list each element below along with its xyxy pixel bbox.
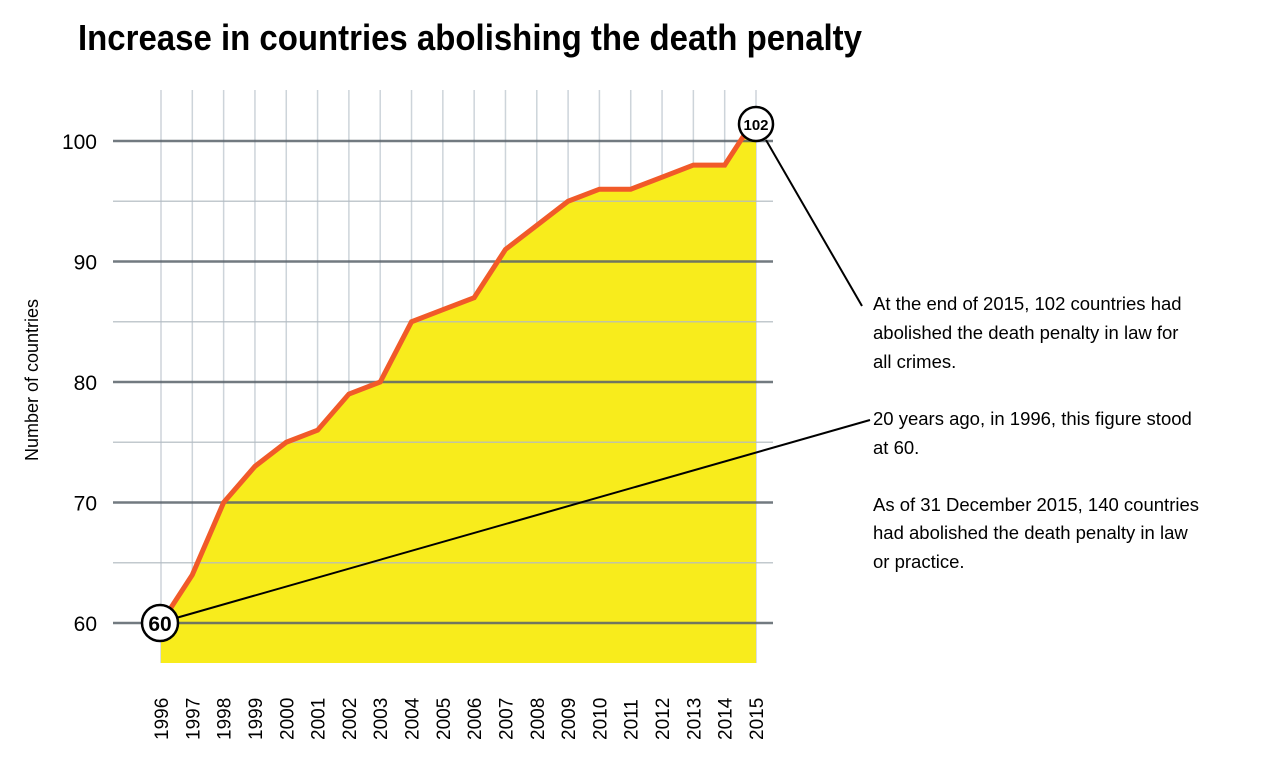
y-axis-label: Number of countries xyxy=(22,299,42,461)
chart-title: Increase in countries abolishing the dea… xyxy=(78,17,862,58)
annotation-extra: As of 31 December 2015, 140 countries ha… xyxy=(873,494,1199,572)
x-tick-label: 2003 xyxy=(371,698,392,740)
y-tick-label: 70 xyxy=(74,493,97,516)
x-tick-label: 2013 xyxy=(684,698,705,740)
end-marker: 102 xyxy=(737,105,775,143)
annotation-line: abolished the death penalty in law for xyxy=(873,322,1178,343)
annotation-leader-start xyxy=(175,419,871,619)
x-tick-label: 1998 xyxy=(215,698,236,740)
x-tick-label: 2014 xyxy=(716,697,737,740)
series-line xyxy=(158,115,759,625)
annotation-leader-end xyxy=(765,139,863,307)
annotation-line: or practice. xyxy=(873,551,965,572)
start-marker-label: 60 xyxy=(148,613,171,636)
annotation-line: 20 years ago, in 1996, this figure stood xyxy=(873,408,1192,429)
end-marker-label: 102 xyxy=(743,117,768,134)
y-tick-label: 60 xyxy=(74,613,97,636)
annotation-line: at 60. xyxy=(873,437,919,458)
x-tick-label: 2000 xyxy=(277,698,298,740)
x-tick-label: 1997 xyxy=(183,698,204,740)
x-tick-label: 1996 xyxy=(152,698,173,740)
annotation-end: At the end of 2015, 102 countries had ab… xyxy=(873,293,1182,372)
y-tick-label: 100 xyxy=(62,131,97,154)
x-tick-label: 2011 xyxy=(622,699,643,740)
x-tick-label: 2012 xyxy=(653,698,674,740)
annotation-start: 20 years ago, in 1996, this figure stood… xyxy=(873,408,1192,458)
x-tick-label: 2010 xyxy=(590,698,611,740)
x-tick-label: 2009 xyxy=(559,698,580,740)
y-tick-labels: 60 70 80 90 100 xyxy=(62,131,97,636)
x-tick-label: 2015 xyxy=(747,698,768,740)
x-tick-label: 2006 xyxy=(465,698,486,740)
x-tick-label: 2007 xyxy=(496,698,517,740)
x-tick-label: 2008 xyxy=(528,698,549,740)
x-tick-label: 2001 xyxy=(309,698,330,740)
annotation-line: had abolished the death penalty in law xyxy=(873,522,1188,543)
x-tick-label: 2002 xyxy=(340,698,361,740)
area-layer xyxy=(161,116,756,663)
annotation-line: all crimes. xyxy=(873,351,956,372)
line-layer xyxy=(158,115,759,625)
area-fill xyxy=(161,116,756,663)
y-tick-label: 80 xyxy=(74,372,97,395)
x-tick-labels: 1996 1997 1998 1999 2000 2001 2002 2003 2004 2005… xyxy=(152,697,768,740)
y-tick-label: 90 xyxy=(74,252,97,275)
annotation-line: As of 31 December 2015, 140 countries xyxy=(873,494,1199,515)
x-tick-label: 1999 xyxy=(246,698,267,740)
x-tick-label: 2005 xyxy=(434,698,455,740)
start-marker: 60 xyxy=(140,603,180,643)
annotation-line: At the end of 2015, 102 countries had xyxy=(873,293,1182,314)
horizontal-gridlines xyxy=(113,139,773,625)
x-tick-label: 2004 xyxy=(403,697,424,740)
